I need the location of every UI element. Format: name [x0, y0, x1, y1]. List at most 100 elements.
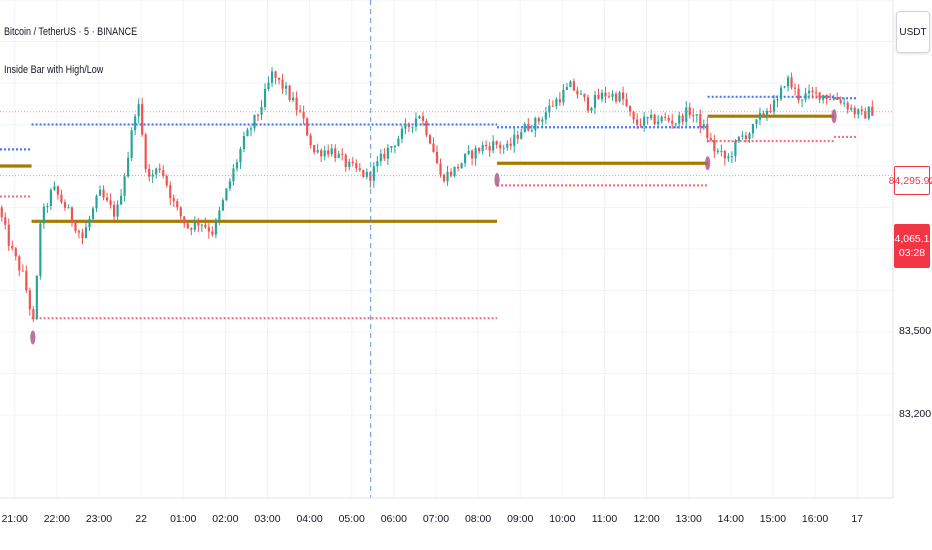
candle-body	[850, 107, 853, 110]
candle-body	[148, 168, 151, 177]
candle-body	[211, 231, 214, 235]
candle-body	[39, 223, 42, 277]
candle-body	[67, 207, 70, 209]
candle-body	[534, 118, 537, 131]
candle-body	[256, 114, 260, 116]
candle-body	[355, 163, 358, 169]
indicator-title[interactable]: Inside Bar with High/Low	[4, 64, 104, 76]
candle-body	[832, 97, 835, 100]
currency-button[interactable]: USDT	[896, 11, 930, 53]
candle-body	[776, 99, 779, 101]
price-tick-label: 83,200.00	[899, 408, 932, 420]
symbol-title[interactable]: Bitcoin / TetherUS · 5 · BINANCE	[4, 26, 138, 38]
time-tick-label: 01:00	[170, 513, 197, 525]
candle-body	[421, 116, 425, 121]
candle-body	[407, 123, 411, 127]
candle-body	[348, 161, 351, 168]
candle-body	[179, 207, 182, 217]
candle-body	[334, 148, 337, 158]
candle-body	[411, 126, 414, 128]
candle-body	[460, 163, 463, 169]
candle-body	[74, 221, 77, 231]
candle-body	[232, 168, 235, 182]
candle-body	[695, 114, 698, 116]
candle-body	[214, 220, 217, 235]
candle-body	[84, 227, 88, 239]
candle-body	[737, 136, 740, 141]
candle-body	[822, 95, 825, 100]
candle-body	[425, 120, 428, 136]
candle-body	[446, 171, 449, 182]
candle-body	[541, 119, 544, 122]
candle-body	[762, 113, 765, 115]
candle-body	[176, 201, 179, 208]
candle-body	[91, 208, 95, 219]
candle-body	[274, 71, 277, 78]
candle-body	[35, 276, 38, 319]
candle-body	[555, 99, 558, 107]
axes-layer	[0, 0, 894, 499]
candle-body	[11, 245, 14, 249]
time-tick-label: 09:00	[507, 513, 534, 525]
candle-body	[134, 116, 137, 131]
candle-body	[621, 92, 625, 100]
candle-body	[4, 217, 7, 225]
candle-body	[105, 197, 109, 201]
candle-body	[871, 106, 874, 116]
candle-body	[681, 115, 684, 122]
candle-body	[488, 146, 491, 151]
candle-body	[544, 112, 547, 120]
candle-body	[456, 166, 460, 169]
candle-body	[772, 100, 776, 112]
candle-body	[632, 111, 635, 120]
candle-body	[292, 97, 295, 101]
inside-bar-marker	[30, 330, 36, 345]
candle-body	[625, 99, 628, 107]
candle-body	[864, 111, 867, 119]
candle-body	[42, 206, 45, 224]
candle-body	[464, 153, 467, 164]
candle-body	[383, 153, 386, 159]
candle-body	[576, 90, 579, 95]
time-tick-label: 13:00	[675, 513, 702, 525]
candle-body	[386, 147, 389, 159]
candle-body	[843, 102, 846, 104]
candle-body	[825, 95, 828, 100]
candle-body	[267, 82, 270, 89]
candle-body	[744, 135, 748, 139]
candle-body	[660, 116, 663, 122]
time-tick-label: 07:00	[422, 513, 450, 525]
candle-body	[242, 136, 246, 150]
time-tick-label: 21:00	[1, 513, 28, 525]
candle-body	[597, 94, 600, 100]
candle-body	[808, 90, 811, 94]
candle-body	[81, 232, 84, 239]
candle-body	[197, 221, 200, 226]
grid-layer	[0, 0, 893, 498]
candle-body	[306, 118, 309, 136]
candle-body	[653, 114, 656, 125]
last-price-tag: 84,295.92	[889, 166, 932, 195]
candle-body	[53, 186, 56, 190]
time-tick-label: 15:00	[759, 513, 787, 525]
candle-body	[769, 110, 772, 112]
candle-body	[281, 79, 284, 89]
candle-body	[390, 146, 393, 148]
time-tick-label: 12:00	[633, 513, 660, 525]
candle-body	[857, 109, 860, 115]
candle-body	[614, 93, 618, 102]
candle-body	[183, 216, 186, 224]
candle-body	[7, 224, 10, 246]
candle-body	[376, 161, 379, 167]
candle-body	[127, 157, 130, 177]
candle-body	[70, 207, 74, 222]
candle-body	[200, 224, 203, 226]
candle-body	[650, 114, 653, 119]
candle-body	[102, 189, 105, 198]
candle-body	[270, 71, 274, 83]
candle-body	[618, 92, 621, 102]
time-tick-label: 04:00	[296, 513, 323, 525]
candle-body	[400, 128, 404, 139]
